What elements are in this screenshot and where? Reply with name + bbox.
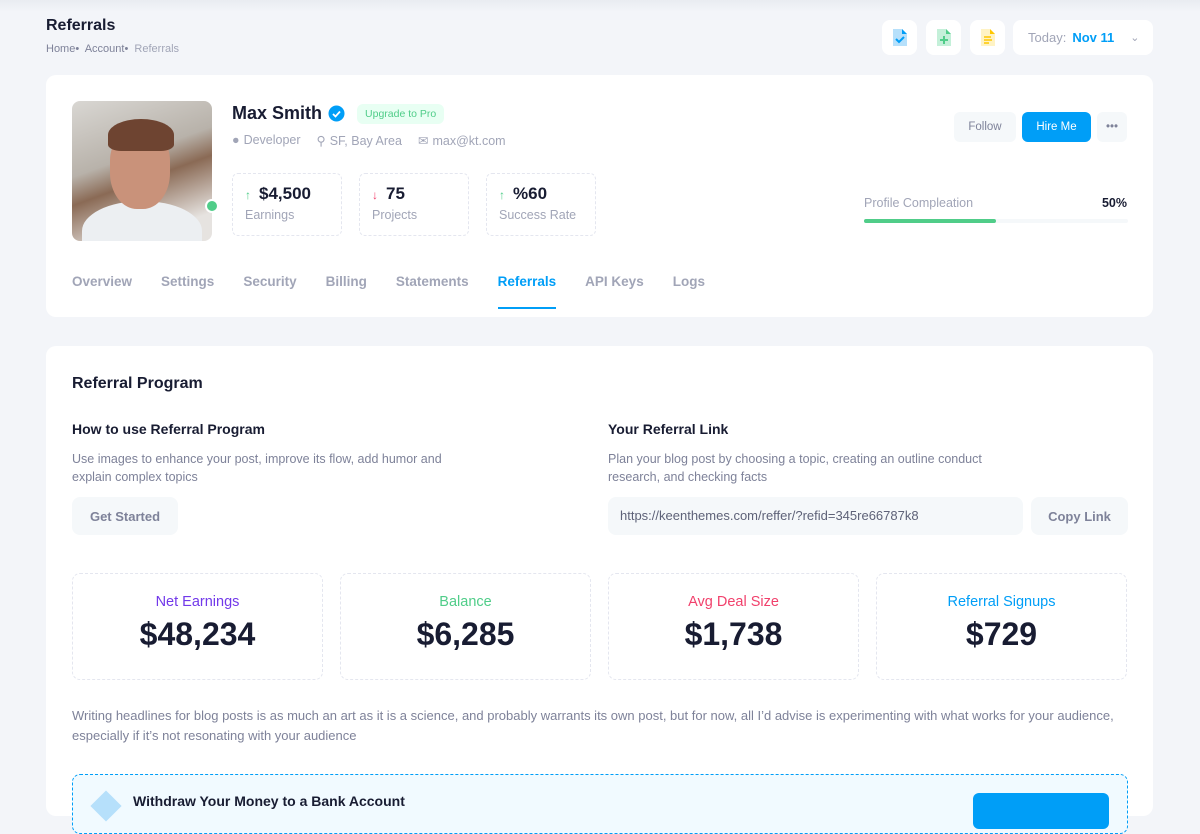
breadcrumb-current: Referrals [134, 43, 180, 55]
more-options-button[interactable]: ••• [1097, 112, 1127, 142]
kpi-referral-signups: Referral Signups $729 [876, 573, 1127, 680]
notice-title: Withdraw Your Money to a Bank Account [133, 793, 405, 809]
today-value: Nov 11 [1072, 30, 1115, 45]
top-bar [0, 0, 1200, 12]
profile-name[interactable]: Max Smith [232, 103, 323, 123]
completion-label: Profile Compleation [864, 196, 974, 210]
tab-billing[interactable]: Billing [325, 274, 367, 289]
tab-bar: Overview Settings Security Billing Statement… [72, 274, 705, 309]
kpi-value: $48,234 [139, 616, 256, 652]
link-title: Your Referral Link [608, 421, 729, 437]
completion-fill [864, 219, 996, 223]
file-text-icon [980, 29, 995, 46]
date-picker[interactable]: Today: Nov 11 ⌄ [1013, 20, 1153, 55]
file-text-button[interactable] [970, 20, 1005, 55]
location-icon: ⚲ [316, 134, 326, 148]
breadcrumb-account[interactable]: Account [84, 43, 125, 55]
tab-overview[interactable]: Overview [72, 274, 133, 289]
link-text: Plan your blog post by choosing a topic,… [608, 452, 982, 484]
section-title: Referral Program [72, 375, 203, 392]
tab-settings[interactable]: Settings [161, 274, 215, 289]
tab-api-keys[interactable]: API Keys [585, 274, 644, 289]
page-title: Referrals [46, 17, 116, 34]
arrow-down-icon: ↓ [372, 188, 378, 202]
avatar [72, 101, 212, 241]
copy-link-button[interactable]: Copy Link [1031, 497, 1128, 535]
location: ⚲ SF, Bay Area [316, 134, 402, 148]
completion-progress [864, 219, 1128, 223]
email[interactable]: ✉ max@kt.com [417, 134, 506, 148]
referral-link-input[interactable]: https://keenthemes.com/reffer/?refid=345… [608, 497, 1023, 535]
stat-projects: ↓ 75 Projects [359, 173, 469, 236]
file-check-button[interactable] [882, 20, 917, 55]
referral-card: Referral Program How to use Referral Pro… [46, 346, 1153, 834]
follow-button[interactable]: Follow [954, 112, 1016, 142]
hire-me-button[interactable]: Hire Me [1022, 112, 1091, 142]
kpi-label: Referral Signups [947, 594, 1056, 610]
info-paragraph: Writing headlines for blog posts is as m… [72, 708, 1114, 743]
get-started-button[interactable]: Get Started [72, 497, 178, 535]
dots-icon: ••• [1105, 121, 1119, 133]
kpi-balance: Balance $6,285 [340, 573, 591, 680]
kpi-value: $6,285 [416, 616, 515, 652]
kpi-value: $729 [965, 616, 1038, 652]
how-text: Use images to enhance your post, improve… [72, 452, 442, 484]
kpi-label: Net Earnings [155, 594, 240, 610]
tab-statements[interactable]: Statements [395, 274, 469, 289]
withdraw-notice: Withdraw Your Money to a Bank Account [72, 774, 1128, 834]
kpi-label: Avg Deal Size [688, 594, 779, 610]
tab-security[interactable]: Security [243, 274, 297, 289]
breadcrumb-home[interactable]: Home [46, 43, 76, 55]
tab-referrals[interactable]: Referrals [497, 274, 557, 309]
kpi-net-earnings: Net Earnings $48,234 [72, 573, 323, 680]
profile-card: Max Smith Upgrade to Pro ● Developer ⚲ SF,… [46, 75, 1153, 317]
mail-icon: ✉ [417, 134, 429, 148]
user-icon: ● [232, 133, 240, 147]
file-add-icon [936, 29, 951, 46]
today-label: Today: [1028, 30, 1067, 45]
kpi-value: $1,738 [684, 616, 783, 652]
how-title: How to use Referral Program [72, 421, 265, 437]
file-add-button[interactable] [926, 20, 961, 55]
kpi-label: Balance [439, 594, 492, 610]
kpi-avg-deal-size: Avg Deal Size $1,738 [608, 573, 859, 680]
tab-logs[interactable]: Logs [672, 274, 705, 289]
arrow-up-icon: ↑ [245, 188, 251, 202]
file-check-icon [892, 29, 907, 46]
stat-earnings: ↑ $4,500 Earnings [232, 173, 342, 236]
bank-icon [90, 790, 122, 822]
completion-value: 50% [1101, 196, 1127, 210]
withdraw-button[interactable] [973, 793, 1109, 829]
online-indicator [205, 199, 219, 213]
arrow-up-icon: ↑ [499, 188, 505, 202]
chevron-down-icon: ⌄ [1130, 32, 1140, 44]
stat-success-rate: ↑ %60 Success Rate [486, 173, 596, 236]
upgrade-badge[interactable]: Upgrade to Pro [357, 103, 445, 124]
role: ● Developer [232, 133, 301, 147]
breadcrumb: Home• Account• Referrals [46, 43, 180, 55]
verified-icon [328, 105, 345, 122]
